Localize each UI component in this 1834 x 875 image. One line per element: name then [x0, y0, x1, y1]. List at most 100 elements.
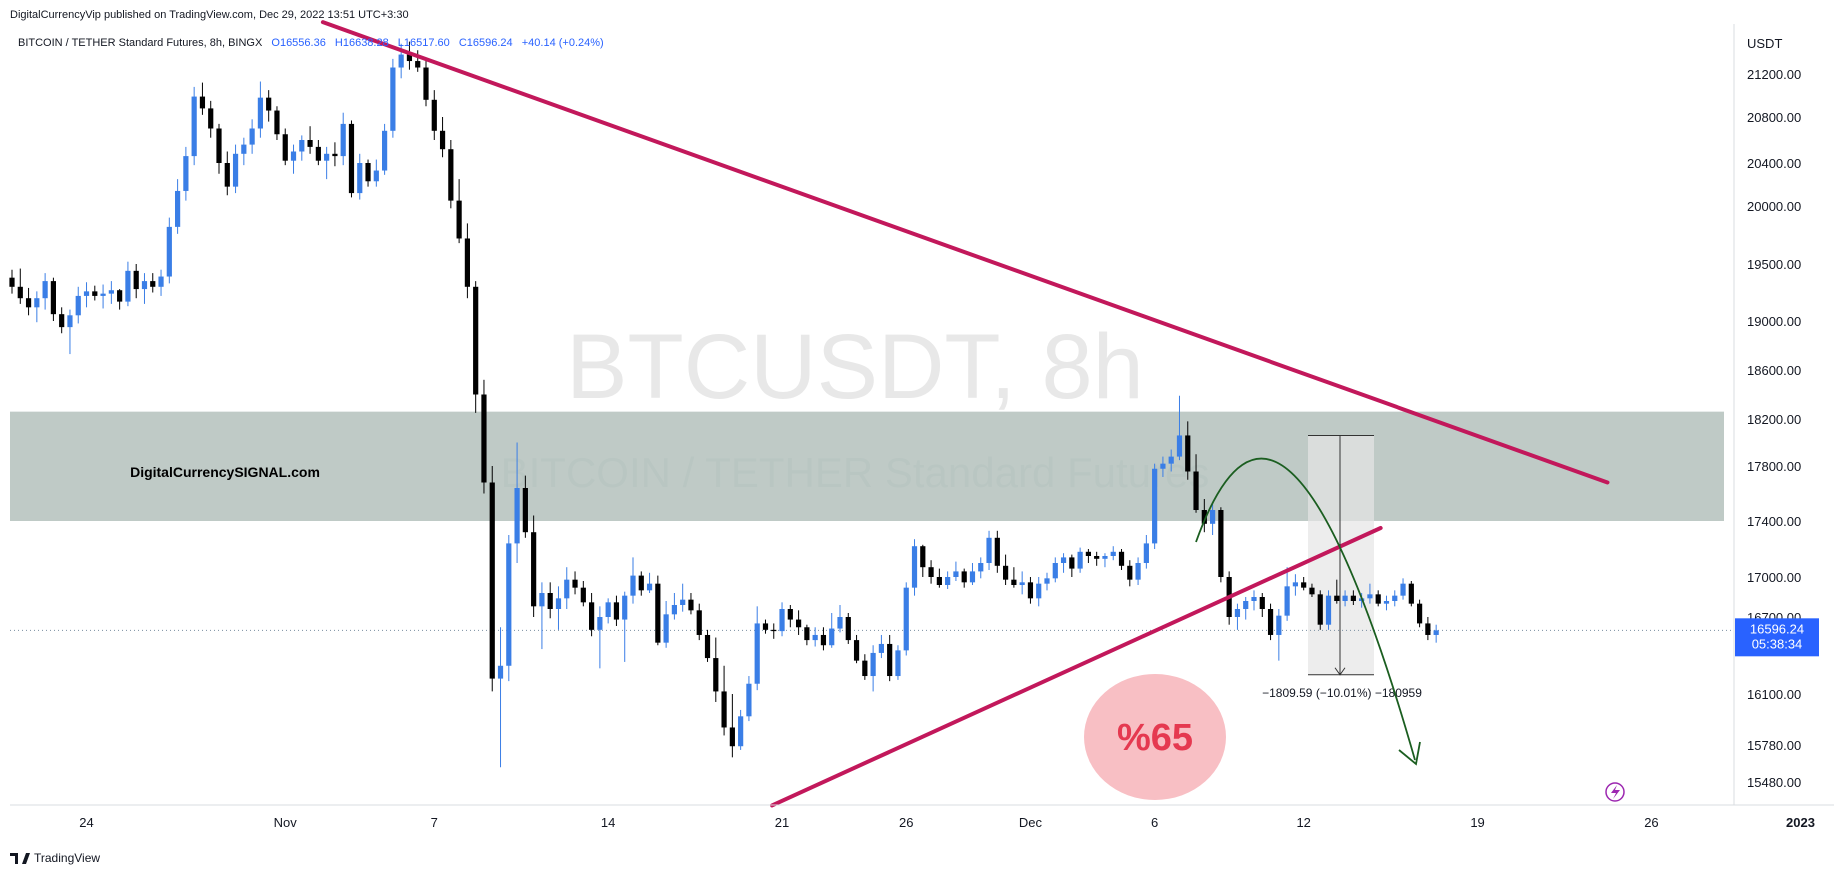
- price-tick-label: 17400.00: [1747, 514, 1801, 529]
- candle-body: [539, 593, 545, 607]
- footer-brand-text: TradingView: [34, 851, 101, 865]
- candle-body: [365, 163, 371, 182]
- time-tick-label: 14: [601, 815, 615, 830]
- candle-body: [1011, 579, 1017, 585]
- time-tick-label: Nov: [274, 815, 298, 830]
- candle-body: [920, 546, 926, 568]
- candle-body: [282, 134, 288, 161]
- candle-body: [497, 665, 504, 679]
- candle-body: [208, 108, 214, 129]
- footer-brand[interactable]: TradingView: [10, 851, 100, 865]
- candle-body: [713, 658, 719, 692]
- price-axis[interactable]: 15480.0015780.0016100.0016700.0017000.00…: [1747, 67, 1801, 790]
- time-tick-label: 2023: [1786, 815, 1815, 830]
- lightning-icon[interactable]: [1605, 782, 1625, 802]
- candle-body: [812, 634, 818, 641]
- candle-body: [878, 643, 884, 653]
- candle-body: [299, 140, 305, 152]
- candle-body: [224, 163, 230, 187]
- time-tick-label: 24: [79, 815, 93, 830]
- candle-body: [936, 577, 942, 585]
- price-tick-label: 18600.00: [1747, 363, 1801, 378]
- candle-body: [969, 571, 976, 583]
- candle-body: [1044, 578, 1050, 584]
- candle-body: [1325, 595, 1332, 625]
- candle-body: [1243, 601, 1249, 609]
- candle-body: [729, 727, 735, 747]
- candle-body: [589, 602, 595, 630]
- candle-body: [820, 634, 827, 646]
- legend-high: H16638.28: [335, 37, 389, 49]
- candle-body: [390, 67, 396, 131]
- candle-body: [257, 97, 263, 129]
- candle-body: [837, 617, 843, 629]
- candle-body: [597, 617, 603, 630]
- time-axis[interactable]: 24 Nov 7 14 21 26 Dec 6 12 19 26 2023: [79, 815, 1815, 830]
- candle-body: [630, 575, 636, 596]
- candle-body: [1251, 597, 1257, 601]
- candle-body: [166, 226, 172, 277]
- time-tick-label: 6: [1151, 815, 1158, 830]
- candle-body: [953, 571, 959, 577]
- candle-body: [555, 598, 562, 609]
- candle-body: [1392, 595, 1398, 601]
- time-tick-label: 12: [1296, 815, 1310, 830]
- candle-body: [25, 298, 32, 308]
- candle-body: [564, 579, 570, 599]
- lightning-glyph: [1611, 785, 1620, 799]
- resistance-trendline[interactable]: [320, 20, 1610, 485]
- price-tick-label: 15480.00: [1747, 775, 1801, 790]
- candle-body: [481, 394, 487, 483]
- resistance-zone: [10, 411, 1724, 521]
- published-caption: DigitalCurrencyVip published on TradingV…: [10, 9, 409, 21]
- legend-low: L16517.60: [398, 37, 450, 49]
- candle-body: [887, 643, 893, 677]
- candle-body: [1309, 587, 1315, 595]
- candle-body: [1110, 551, 1116, 556]
- candle-body: [17, 286, 23, 299]
- legend-row: BITCOIN / TETHER Standard Futures, 8h, B…: [18, 37, 604, 49]
- candle-body: [1185, 435, 1191, 472]
- candle-body: [373, 170, 379, 182]
- price-tick-label: 21200.00: [1747, 67, 1801, 82]
- currency-label: USDT: [1747, 36, 1782, 51]
- candle-body: [1160, 463, 1166, 469]
- candle-body: [100, 293, 106, 296]
- candle-body: [754, 623, 760, 684]
- candle-body: [622, 595, 628, 620]
- candle-body: [1400, 583, 1406, 596]
- candle-body: [448, 149, 454, 201]
- candle-body: [324, 153, 330, 161]
- candle-body: [1036, 583, 1042, 599]
- candle-body: [1292, 582, 1298, 587]
- price-tick-label: 19500.00: [1747, 257, 1801, 272]
- candle-body: [415, 61, 421, 68]
- candle-body: [67, 315, 73, 328]
- projection-arc[interactable]: [1195, 457, 1416, 761]
- candle-body: [796, 619, 802, 628]
- measure-arrowhead: [1334, 667, 1346, 676]
- bar-countdown: 05:38:34: [1752, 636, 1803, 651]
- last-price-value: 16596.24: [1750, 621, 1804, 636]
- symbol-watermark: BTCUSDT, 8h: [566, 316, 1144, 418]
- support-trendline[interactable]: [770, 526, 1383, 808]
- time-tick-label: 26: [899, 815, 913, 830]
- candle-body: [646, 583, 653, 591]
- candle-body: [1135, 563, 1141, 580]
- percentage-badge: [1084, 674, 1226, 800]
- candle-body: [1085, 551, 1091, 556]
- candle-body: [348, 123, 355, 194]
- candle-body: [141, 281, 148, 290]
- candle-body: [1077, 551, 1083, 569]
- candle-body: [1259, 597, 1265, 609]
- time-tick-label: 26: [1644, 815, 1658, 830]
- candle-body: [779, 609, 785, 632]
- candle-body: [738, 716, 744, 747]
- price-tick-label: 20800.00: [1747, 110, 1801, 125]
- price-tick-label: 20000.00: [1747, 199, 1801, 214]
- candle-body: [307, 140, 313, 147]
- candle-body: [671, 605, 677, 615]
- candle-body: [746, 683, 752, 717]
- candle-body: [771, 629, 777, 632]
